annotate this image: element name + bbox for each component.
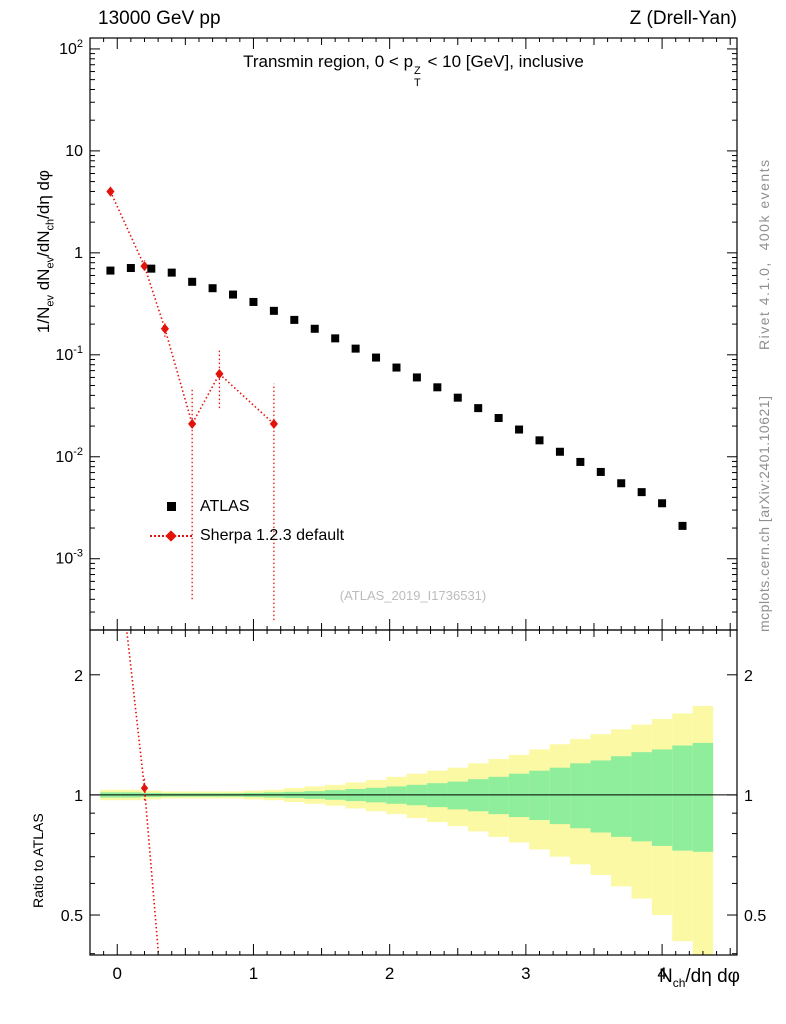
- plot-title-text-2: < 10 [GeV], inclusive: [422, 52, 584, 71]
- svg-text:1: 1: [249, 964, 258, 983]
- beam-energy-title: 13000 GeV pp: [98, 8, 221, 29]
- x-axis-label: Nch/dη dφ: [658, 966, 740, 990]
- process-title: Z (Drell-Yan): [629, 8, 737, 29]
- svg-text:10-2: 10-2: [55, 446, 83, 466]
- legend-label-sherpa: Sherpa 1.2.3 default: [200, 526, 345, 544]
- svg-text:1: 1: [74, 788, 83, 805]
- svg-text:10: 10: [65, 143, 83, 160]
- sherpa-diamond-marker-icon: [148, 528, 194, 544]
- legend: ATLAS Sherpa 1.2.3 default: [148, 492, 344, 550]
- ratio-panel-frame: [89, 629, 738, 956]
- svg-text:4: 4: [657, 964, 666, 983]
- ratio-sherpa-curve: [125, 630, 160, 955]
- svg-text:10-3: 10-3: [55, 548, 83, 568]
- rivet-version-text: Rivet 4.1.0, 400k events: [756, 158, 772, 350]
- svg-text:2: 2: [744, 668, 753, 685]
- svg-text:3: 3: [521, 964, 530, 983]
- legend-item-sherpa: Sherpa 1.2.3 default: [148, 521, 344, 550]
- y-axis-label: 1/Nev dNev/dNch/dη dφ: [34, 169, 57, 334]
- svg-text:0.5: 0.5: [61, 908, 83, 925]
- top-panel-series: [106, 186, 687, 621]
- pt-subscript: T: [414, 76, 421, 89]
- plot-title-text: Transmin region, 0 < p: [243, 52, 414, 71]
- svg-text:1: 1: [74, 245, 83, 262]
- ratio-y-axis-label: Ratio to ATLAS: [30, 813, 46, 908]
- svg-text:1: 1: [744, 788, 753, 805]
- svg-text:2: 2: [385, 964, 394, 983]
- svg-text:2: 2: [74, 668, 83, 685]
- pt-superscript: Z: [414, 65, 421, 77]
- svg-text:0.5: 0.5: [744, 908, 766, 925]
- legend-label-atlas: ATLAS: [200, 497, 250, 515]
- mcplots-citation-text: mcplots.cern.ch [arXiv:2401.10621]: [756, 395, 772, 632]
- analysis-id-watermark: (ATLAS_2019_I1736531): [339, 588, 487, 603]
- svg-text:102: 102: [59, 38, 83, 58]
- ratio-uncertainty-bands: [100, 706, 714, 955]
- atlas-square-marker-icon: [148, 499, 194, 515]
- svg-text:0: 0: [113, 964, 122, 983]
- legend-item-atlas: ATLAS: [148, 492, 344, 521]
